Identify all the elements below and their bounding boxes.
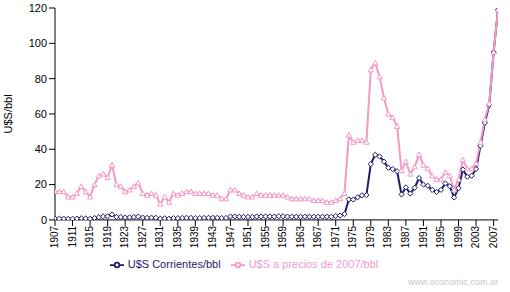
html-text:U$S Corrientes/bbl: U$S Corrientes/bbl <box>127 257 221 270</box>
svg-text:1971: 1971 <box>330 225 341 248</box>
svg-text:40: 40 <box>35 143 47 155</box>
svg-text:1935: 1935 <box>172 225 183 248</box>
svg-text:1951: 1951 <box>242 225 253 248</box>
svg-text:1967: 1967 <box>312 225 323 248</box>
svg-text:1927: 1927 <box>137 225 148 248</box>
svg-text:0: 0 <box>41 214 47 226</box>
svg-text:1979: 1979 <box>365 225 376 248</box>
svg-text:1939: 1939 <box>189 225 200 248</box>
html-text:www.economic.com.ar: www.economic.com.ar <box>408 277 498 287</box>
svg-text:1915: 1915 <box>84 225 95 248</box>
svg-text:1995: 1995 <box>435 225 446 248</box>
svg-text:2007: 2007 <box>488 225 499 248</box>
svg-text:100: 100 <box>29 37 47 49</box>
svg-text:1959: 1959 <box>277 225 288 248</box>
svg-text:1987: 1987 <box>400 225 411 248</box>
svg-text:1911: 1911 <box>67 225 78 247</box>
svg-text:20: 20 <box>35 178 47 190</box>
svg-text:1975: 1975 <box>347 225 358 248</box>
svg-text:60: 60 <box>35 108 47 120</box>
html-text:U$S a precios de 2007/bbl: U$S a precios de 2007/bbl <box>248 257 379 270</box>
svg-text:U$S/bbl: U$S/bbl <box>8 94 14 133</box>
svg-text:1923: 1923 <box>119 225 130 248</box>
svg-text:1919: 1919 <box>102 225 113 248</box>
svg-text:1999: 1999 <box>453 225 464 248</box>
svg-text:2003: 2003 <box>470 225 481 248</box>
svg-text:1947: 1947 <box>225 225 236 248</box>
svg-text:1991: 1991 <box>418 225 429 248</box>
svg-text:1907: 1907 <box>49 225 60 248</box>
svg-text:1963: 1963 <box>295 225 306 248</box>
svg-text:120: 120 <box>29 2 47 14</box>
svg-text:1931: 1931 <box>154 225 165 248</box>
svg-text:1943: 1943 <box>207 225 218 248</box>
svg-text:1983: 1983 <box>382 225 393 248</box>
svg-text:80: 80 <box>35 73 47 85</box>
svg-text:1955: 1955 <box>260 225 271 248</box>
